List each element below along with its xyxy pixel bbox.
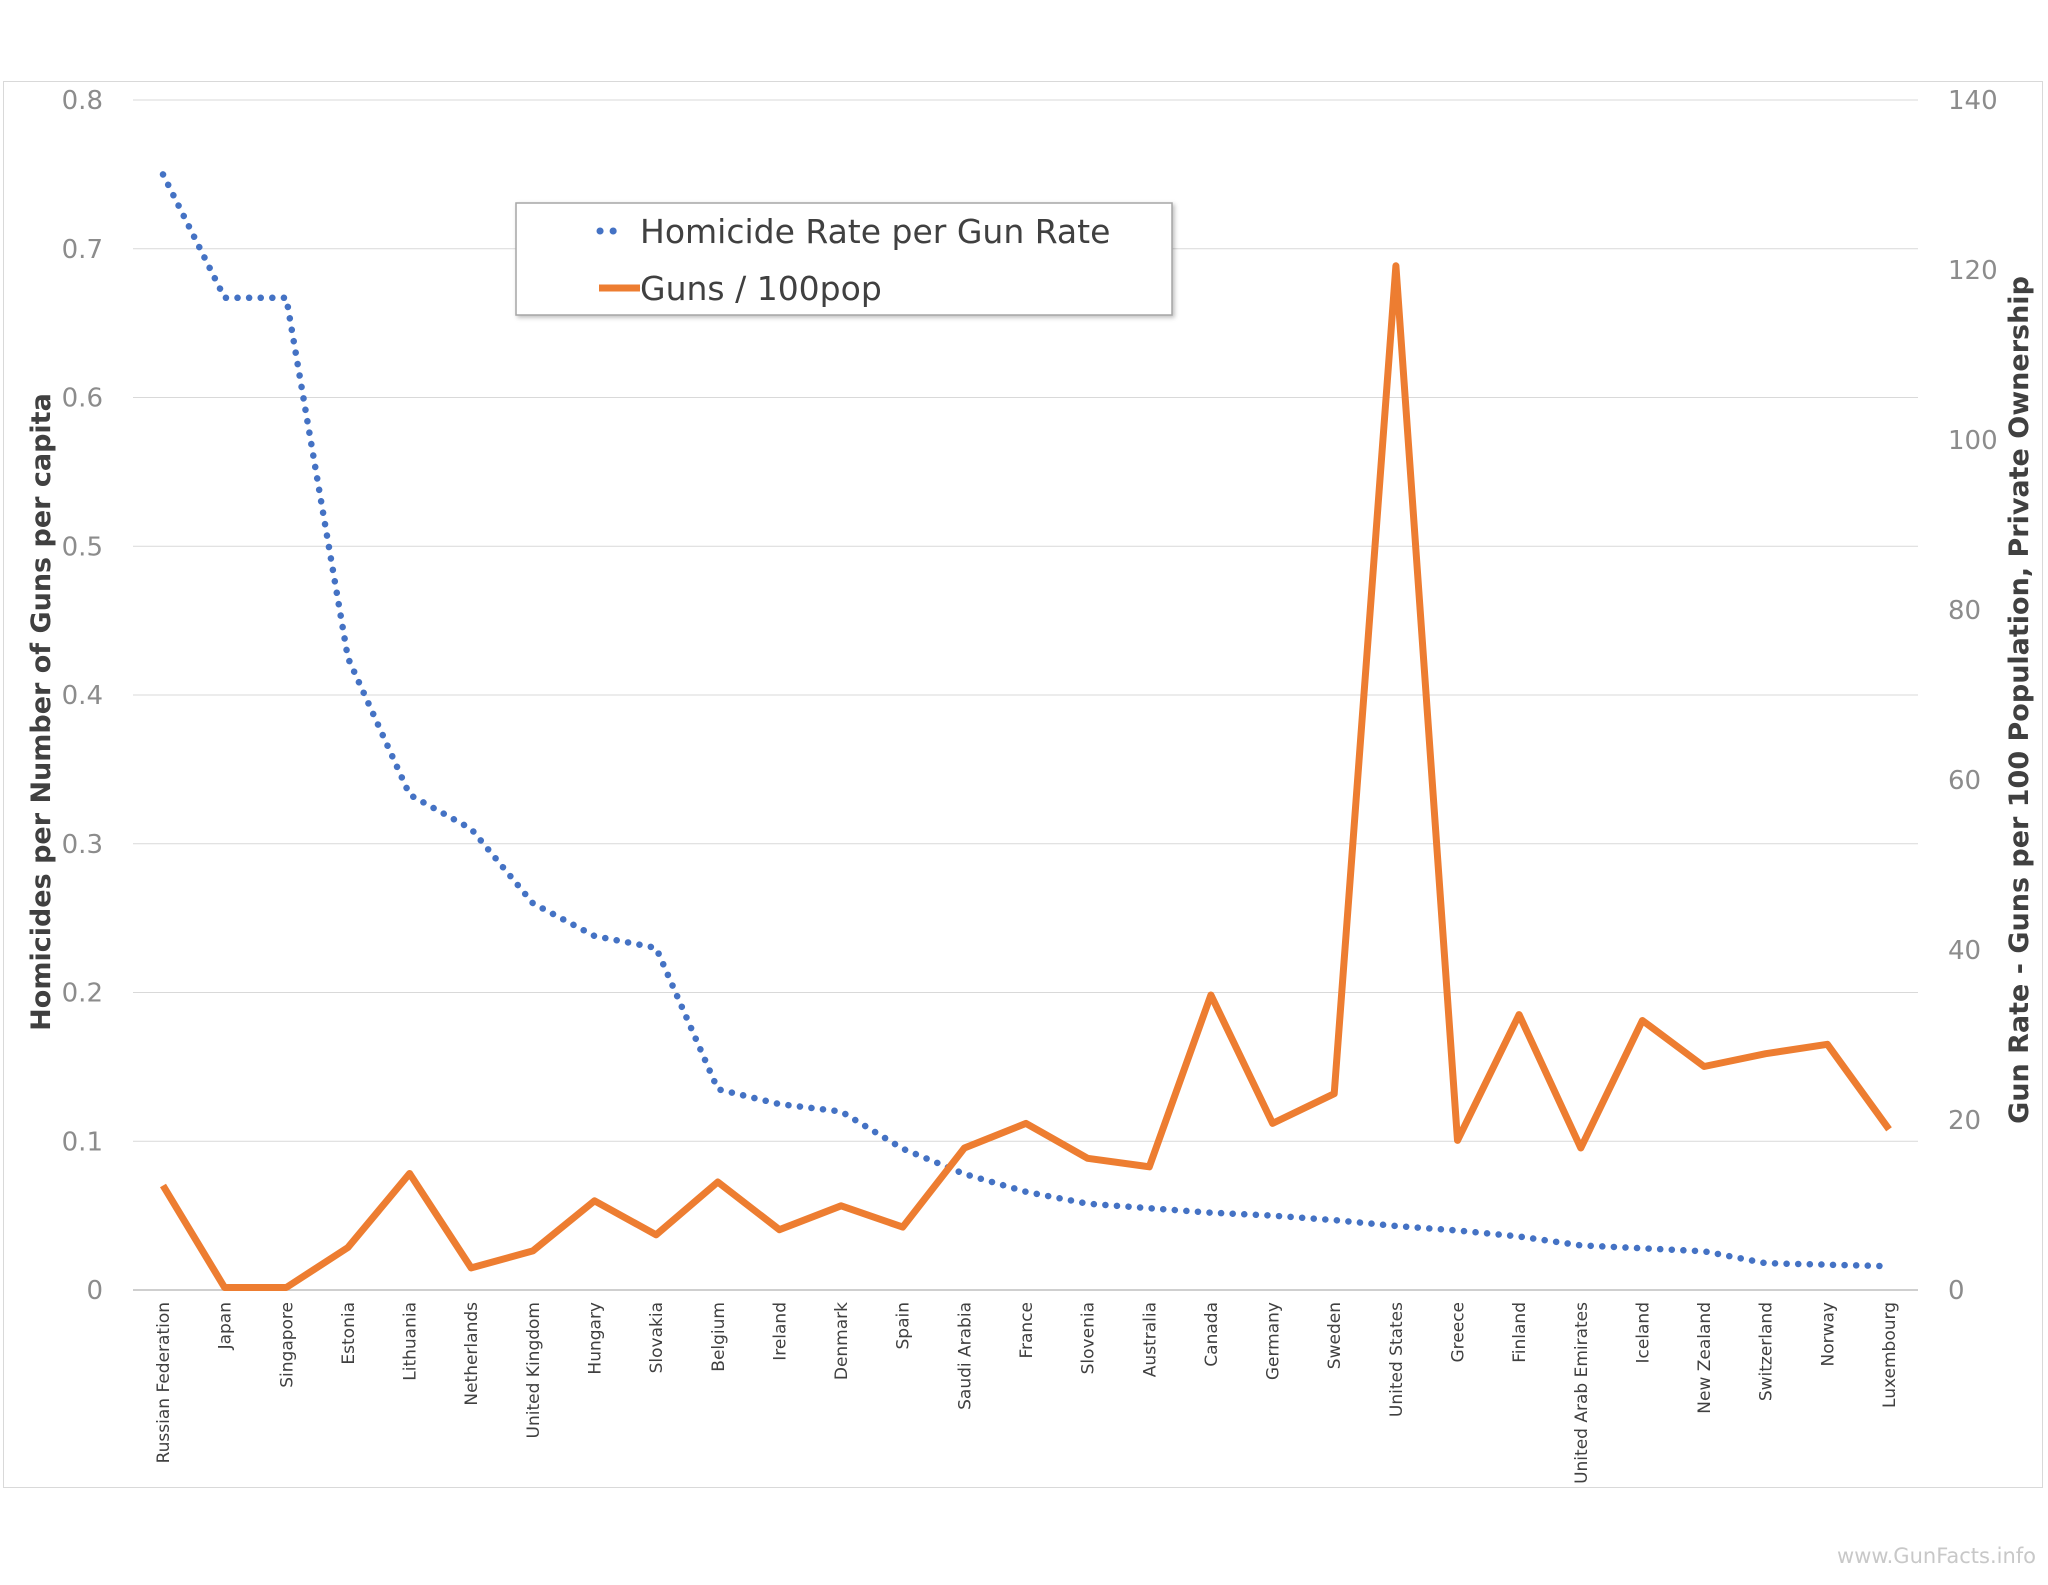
right-tick-label: 120 (1948, 256, 1998, 286)
left-tick-label: 0.8 (62, 86, 103, 116)
right-tick-label: 80 (1948, 596, 1981, 626)
category-label: Saudi Arabia (955, 1302, 975, 1410)
category-label: Canada (1202, 1302, 1222, 1367)
left-tick-label: 0.7 (62, 235, 103, 265)
category-label: Greece (1449, 1302, 1469, 1363)
category-label: United Arab Emirates (1572, 1302, 1592, 1484)
category-label: Lithuania (401, 1302, 421, 1381)
category-label: Slovakia (647, 1302, 667, 1373)
category-label: New Zealand (1695, 1302, 1715, 1414)
category-label: Switzerland (1757, 1302, 1777, 1401)
category-label: Estonia (339, 1302, 359, 1365)
legend-label-guns: Guns / 100pop (640, 269, 882, 308)
right-tick-label: 100 (1948, 426, 1998, 456)
category-label: Denmark (832, 1302, 852, 1380)
category-label: Spain (894, 1302, 914, 1350)
chart-frame (3, 81, 2043, 1488)
category-label: Iceland (1633, 1302, 1653, 1364)
gridlines (133, 99, 1918, 1291)
right-tick-label: 140 (1948, 86, 1998, 116)
left-tick-label: 0.5 (62, 532, 103, 562)
category-label: Singapore (277, 1302, 297, 1388)
category-label: Luxembourg (1880, 1302, 1900, 1408)
category-labels: Russian Federation Japan Singapore Estonia L… (154, 1302, 1900, 1484)
left-tick-label: 0.4 (62, 681, 103, 711)
left-tick-label: 0.6 (62, 384, 103, 414)
category-label: United States (1387, 1302, 1407, 1417)
right-tick-label: 0 (1948, 1276, 1965, 1306)
series-line-1 (160, 262, 1892, 1291)
right-axis-title: Gun Rate - Guns per 100 Population, Priv… (2004, 276, 2035, 1124)
left-tick-label: 0.1 (62, 1127, 103, 1157)
category-label: Finland (1510, 1302, 1530, 1363)
category-label: Australia (1140, 1302, 1160, 1377)
left-axis-ticks: 0 0.1 0.2 0.3 0.4 0.5 0.6 0.7 0.8 (62, 86, 103, 1306)
right-tick-label: 20 (1948, 1106, 1981, 1136)
category-label: Russian Federation (154, 1302, 174, 1463)
watermark: www.GunFacts.info (1837, 1544, 2036, 1568)
legend-label-homicide: Homicide Rate per Gun Rate (640, 212, 1110, 251)
category-label: Japan (216, 1302, 236, 1350)
category-label: Slovenia (1079, 1302, 1099, 1374)
series-line-0 (159, 171, 1893, 1270)
category-label: France (1017, 1302, 1037, 1359)
category-label: Belgium (709, 1302, 729, 1372)
left-axis-title: Homicides per Number of Guns per capita (26, 393, 57, 1031)
right-tick-label: 40 (1948, 936, 1981, 966)
category-label: Norway (1818, 1302, 1838, 1367)
left-tick-label: 0.3 (62, 830, 103, 860)
category-label: Sweden (1325, 1302, 1345, 1369)
left-tick-label: 0 (86, 1276, 103, 1306)
right-tick-label: 60 (1948, 766, 1981, 796)
category-label: Ireland (770, 1302, 790, 1361)
legend-box (515, 202, 1173, 316)
category-label: Netherlands (462, 1302, 482, 1406)
right-axis-ticks: 0 20 40 60 80 100 120 140 (1948, 86, 1998, 1306)
category-label: Germany (1264, 1302, 1284, 1380)
category-label: United Kingdom (524, 1302, 544, 1438)
series (159, 171, 1893, 1291)
legend: Homicide Rate per Gun Rate Guns / 100pop (515, 202, 1173, 316)
left-tick-label: 0.2 (62, 979, 103, 1009)
category-label: Hungary (586, 1302, 606, 1375)
